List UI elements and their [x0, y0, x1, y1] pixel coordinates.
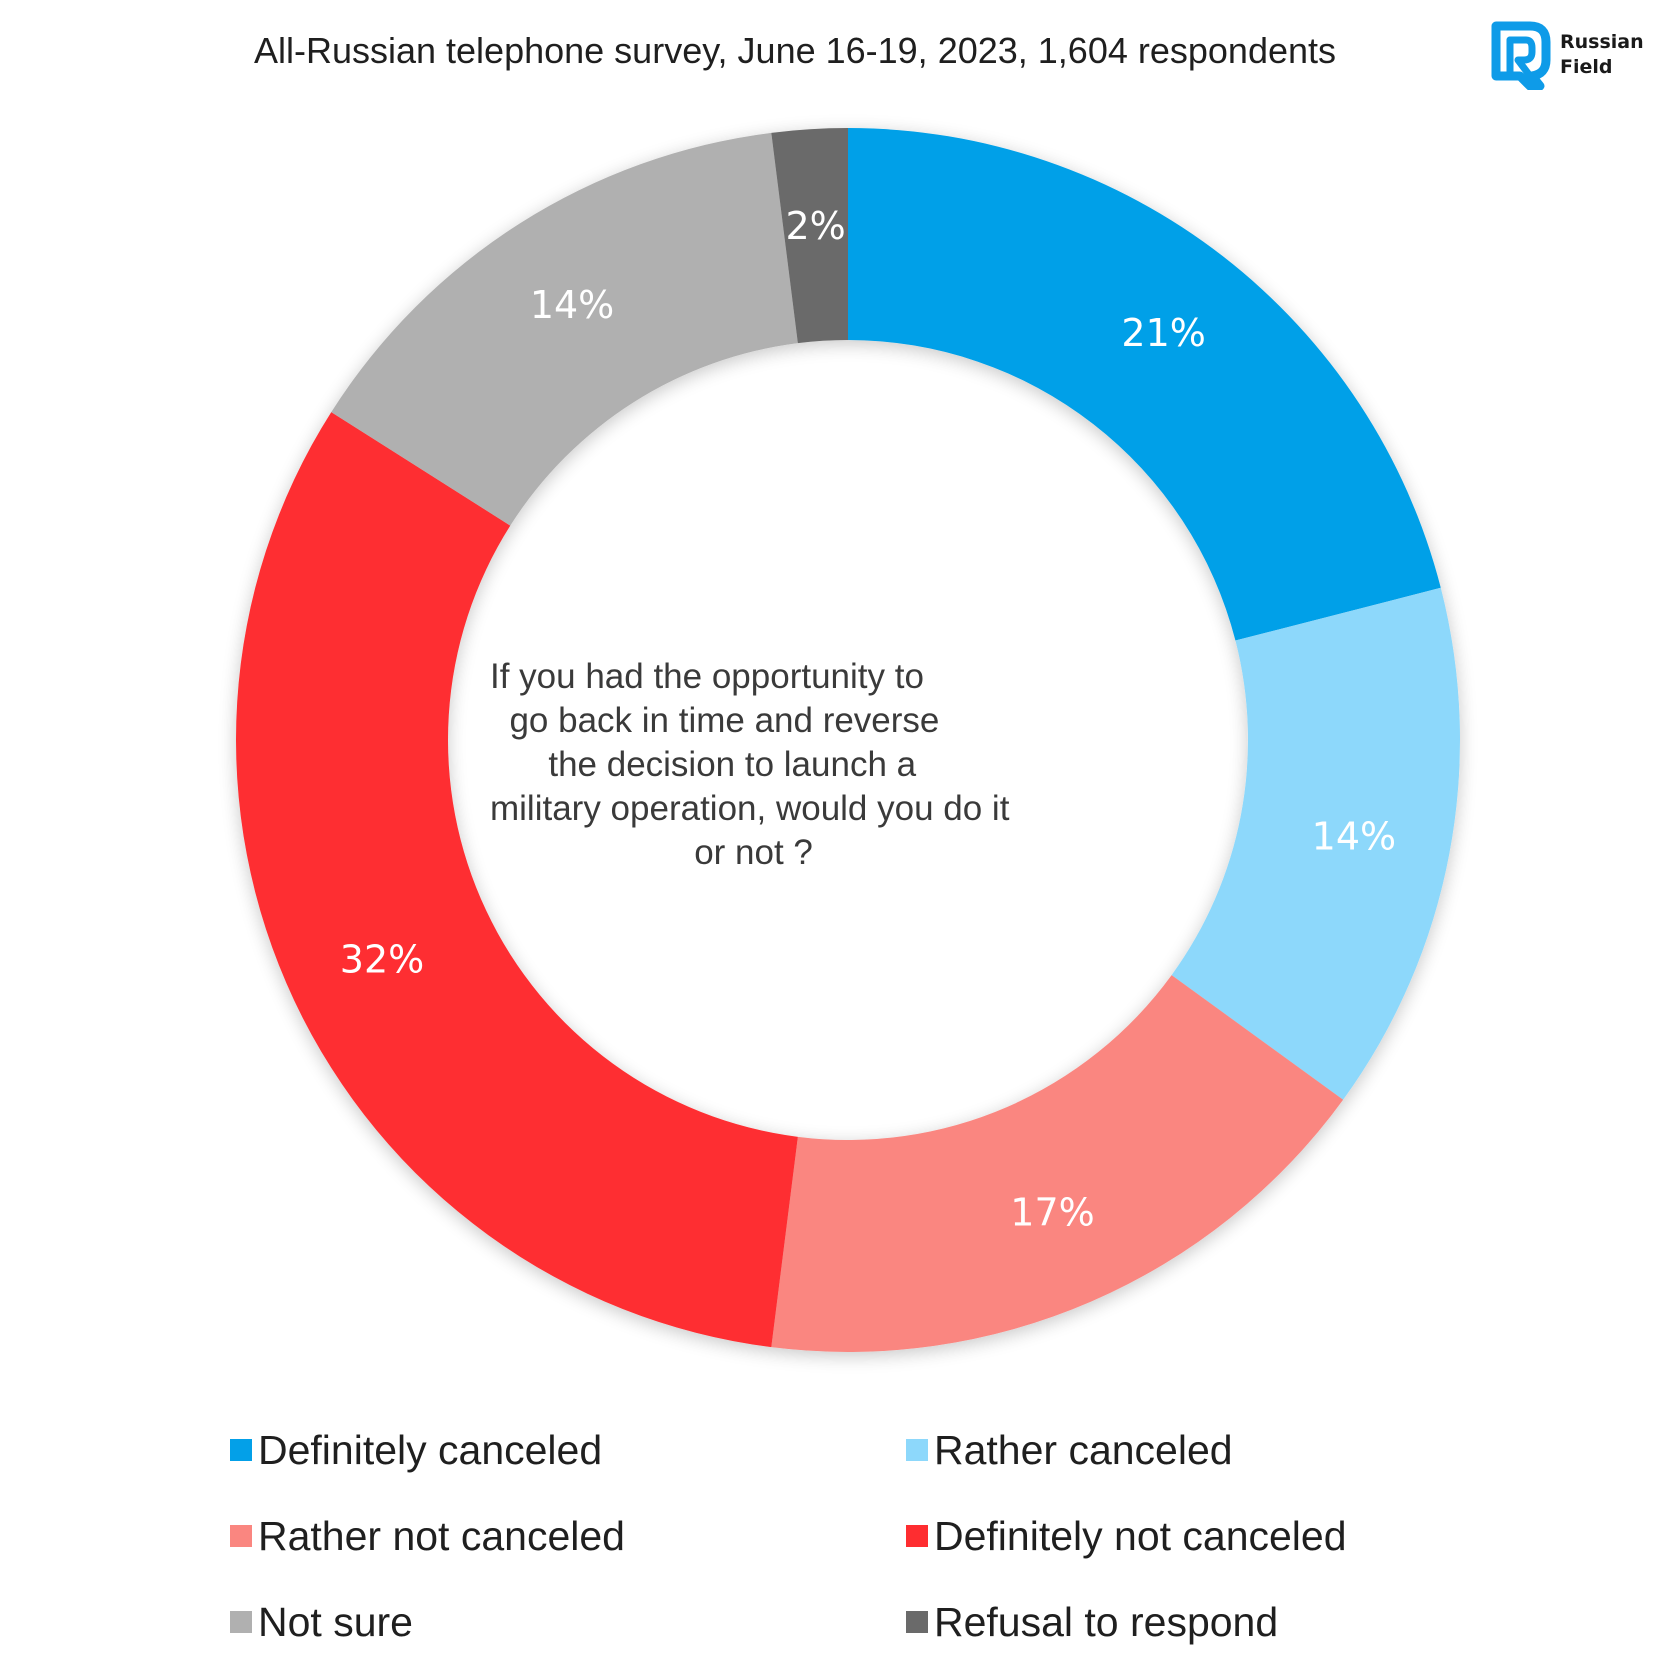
legend-item: Rather not canceled	[230, 1511, 625, 1561]
legend-swatch	[906, 1525, 928, 1547]
donut-slice-rather-canceled	[1171, 587, 1461, 1100]
legend-label: Rather not canceled	[258, 1512, 625, 1559]
legend-label: Refusal to respond	[934, 1598, 1279, 1645]
slice-value-label: 32%	[340, 937, 424, 981]
legend-item: Refusal to respond	[906, 1597, 1278, 1647]
legend-swatch	[906, 1611, 928, 1633]
legend-item: Definitely canceled	[230, 1425, 602, 1475]
legend-label: Not sure	[258, 1598, 413, 1645]
donut-slice-labels: 21% 14% 17% 32% 14% 2%	[340, 204, 1396, 1235]
slice-value-label: 17%	[1010, 1191, 1094, 1235]
chart-title: All-Russian telephone survey, June 16-19…	[253, 30, 1337, 71]
slice-value-label: 14%	[1312, 815, 1396, 859]
donut-slice-refusal-to-respond	[771, 128, 848, 344]
legend-label: Rather canceled	[934, 1426, 1233, 1473]
legend-label: Definitely not canceled	[934, 1512, 1347, 1559]
legend-item: Not sure	[230, 1597, 413, 1647]
logo-text: Russian Field	[1560, 30, 1644, 80]
legend-swatch	[230, 1611, 252, 1633]
donut-chart: 21% 14% 17% 32% 14% 2%	[235, 128, 1461, 1352]
donut-slice-rather-not-canceled	[771, 975, 1344, 1352]
logo-text-line2: Field	[1560, 56, 1613, 78]
legend-swatch	[906, 1439, 928, 1461]
legend-item: Rather canceled	[906, 1425, 1233, 1475]
legend-label: Definitely canceled	[258, 1426, 603, 1473]
center-question: If you had the opportunity to go back in…	[490, 657, 1010, 872]
donut-slices	[235, 128, 1461, 1352]
logo-mark-icon	[1491, 21, 1551, 90]
slice-value-label: 2%	[786, 204, 846, 248]
legend-swatch	[230, 1525, 252, 1547]
donut-slice-not-sure	[331, 132, 798, 526]
legend-swatch	[230, 1439, 252, 1461]
slice-value-label: 21%	[1121, 311, 1205, 355]
russian-field-logo: Russian Field	[1490, 20, 1665, 90]
legend: Definitely canceled Rather canceled Rather…	[230, 1425, 1430, 1665]
slice-value-label: 14%	[530, 283, 614, 327]
legend-item: Definitely not canceled	[906, 1511, 1347, 1561]
logo-text-line1: Russian	[1560, 31, 1644, 53]
donut-slice-definitely-canceled	[848, 128, 1441, 641]
donut-slice-definitely-not-canceled	[235, 412, 798, 1348]
